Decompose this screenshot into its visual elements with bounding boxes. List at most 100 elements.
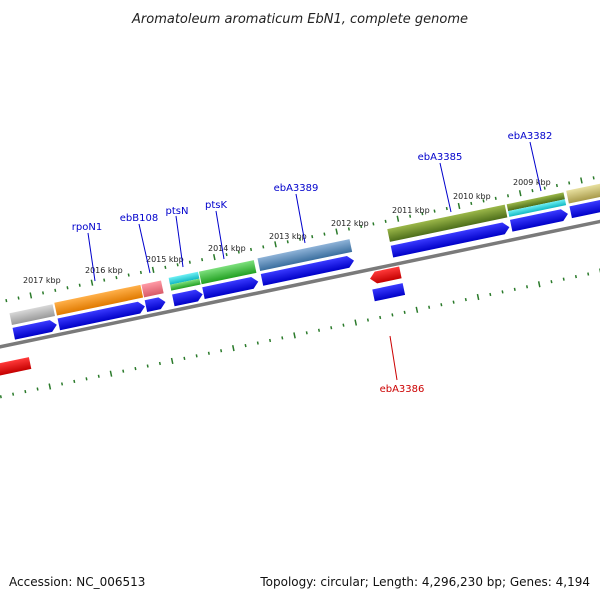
scale-label: 2013 kbp	[269, 232, 307, 241]
gene-label-ptsK[interactable]: ptsK	[205, 200, 227, 211]
scale-tick	[176, 263, 179, 267]
scale-tick	[489, 292, 492, 297]
scale-tick	[244, 343, 247, 348]
scale-tick	[342, 323, 345, 327]
scale-tick	[195, 354, 198, 358]
genome-backbone	[0, 208, 600, 356]
scale-tick	[335, 228, 339, 235]
scale-tick	[164, 265, 167, 269]
scale-tick	[379, 315, 382, 320]
scale-tick	[103, 278, 106, 282]
scale-label: 2017 kbp	[23, 276, 61, 285]
scale-tick	[78, 283, 81, 287]
scale-tick	[90, 279, 94, 286]
scale-tick	[574, 274, 577, 279]
scale-tick	[122, 369, 125, 373]
scale-tick	[428, 305, 431, 309]
scale-tick	[127, 273, 130, 277]
gene-arrow[interactable]	[260, 255, 355, 286]
gene-label-ebB108[interactable]: ebB108	[120, 213, 158, 224]
scale-tick	[506, 194, 510, 198]
scale-tick	[109, 370, 113, 377]
scale-labels: 2017 kbp 2016 kbp 2015 kbp 2014 kbp 2013…	[23, 178, 551, 285]
scale-tick	[170, 357, 174, 365]
gene-arrow[interactable]	[509, 208, 569, 232]
scale-tick	[61, 382, 64, 386]
feature-bar-ebB108	[141, 280, 164, 298]
scale-tick	[317, 328, 321, 332]
gene-arrow[interactable]	[172, 288, 204, 307]
scale-tick	[452, 300, 455, 304]
scale-tick	[440, 303, 443, 307]
genome-summary: Topology: circular; Length: 4,296,230 bp…	[259, 575, 590, 589]
reverse-genes	[0, 266, 402, 379]
scale-tick	[188, 260, 191, 264]
scale-label: 2014 kbp	[208, 244, 246, 253]
feature-bar-ebA3385	[387, 204, 508, 242]
scale-tick	[41, 291, 45, 295]
scale-tick	[568, 181, 571, 185]
genome-track	[0, 176, 600, 399]
gene-arrow[interactable]	[569, 193, 600, 219]
gene-arrow[interactable]	[390, 221, 511, 258]
scale-tick	[201, 258, 204, 262]
gene-label-rpoN1[interactable]: rpoN1	[72, 222, 102, 233]
scale-tick	[231, 345, 235, 352]
scale-tick	[543, 186, 546, 190]
scale-label: 2015 kbp	[146, 255, 184, 264]
scale-tick	[403, 310, 406, 314]
scale-tick	[12, 392, 15, 396]
gene-arrow-ebA3386-forward[interactable]	[372, 283, 406, 302]
upper-scale-ticks	[5, 176, 595, 303]
scale-tick	[212, 254, 216, 261]
gene-label-ebA3382[interactable]: ebA3382	[508, 131, 553, 142]
feature-bar-ebA3382-cyan	[508, 199, 567, 217]
gene-label-ebA3389[interactable]: ebA3389	[274, 183, 319, 194]
gene-label-ptsN[interactable]: ptsN	[166, 206, 189, 217]
scale-tick	[457, 202, 461, 210]
scale-tick	[139, 270, 142, 275]
gene-arrow[interactable]	[202, 276, 259, 299]
scale-label: 2016 kbp	[85, 266, 123, 275]
gene-arrow[interactable]	[12, 319, 59, 340]
scale-tick	[305, 331, 308, 335]
gene-label-ebA3386[interactable]: ebA3386	[380, 384, 425, 395]
forward-genes	[12, 193, 600, 340]
gene-arrow[interactable]	[144, 296, 167, 313]
scale-tick	[592, 176, 595, 180]
gene-label-ebA3385[interactable]: ebA3385	[418, 152, 463, 163]
scale-tick	[531, 189, 534, 193]
scale-tick	[29, 292, 33, 299]
scale-tick	[384, 219, 387, 223]
scale-tick	[445, 206, 448, 211]
scale-tick	[262, 245, 265, 249]
lower-scale-ticks	[0, 268, 600, 399]
scale-tick	[286, 240, 289, 244]
scale-tick	[372, 222, 375, 226]
map-title: Aromatoleum aromaticum EbN1, complete ge…	[131, 12, 468, 27]
scale-tick	[470, 201, 473, 206]
scale-tick	[269, 338, 272, 343]
scale-tick	[73, 379, 76, 384]
scale-tick	[347, 227, 350, 231]
gene-arrow-reverse[interactable]	[0, 357, 32, 379]
scale-tick	[134, 366, 137, 371]
gene-arrow[interactable]	[57, 300, 147, 331]
scale-tick	[360, 224, 363, 229]
scale-label: 2011 kbp	[392, 206, 430, 215]
gene-arrow-ebA3386[interactable]	[369, 266, 402, 285]
scale-tick	[158, 361, 161, 366]
scale-label: 2009 kbp	[513, 178, 551, 187]
feature-bar-rpoN1	[54, 284, 144, 316]
scale-tick	[482, 199, 485, 203]
scale-tick	[464, 297, 467, 302]
scale-tick	[366, 318, 369, 322]
scale-tick	[249, 247, 253, 252]
feature-bar-ebA3389	[257, 239, 353, 272]
label-leaders	[87, 141, 542, 381]
scale-tick	[24, 389, 27, 394]
scale-tick	[421, 212, 424, 216]
scale-tick	[66, 286, 69, 290]
accession-text: Accession: NC_006513	[9, 575, 145, 589]
